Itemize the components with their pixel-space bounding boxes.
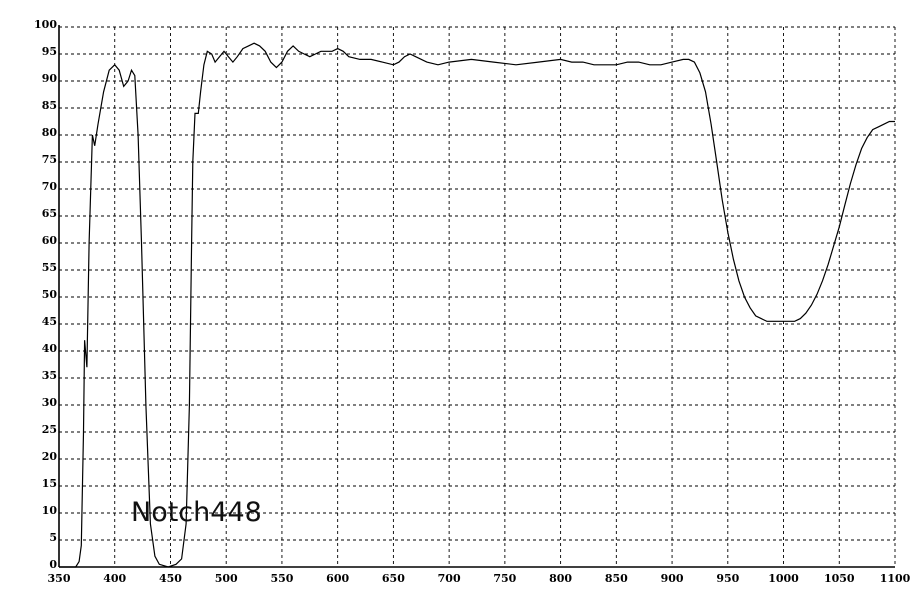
x-tick-label-1000: 1000 [768, 572, 799, 585]
y-tick-label-30: 30 [42, 396, 58, 409]
x-tick-label-650: 650 [382, 572, 405, 585]
y-tick-label-25: 25 [42, 423, 57, 436]
axes [58, 25, 895, 568]
x-tick-label-900: 900 [661, 572, 684, 585]
y-tick-label-65: 65 [42, 207, 57, 220]
notch-annotation: Notch448 [131, 497, 262, 528]
x-tick-label-600: 600 [326, 572, 349, 585]
y-tick-label-85: 85 [42, 99, 57, 112]
y-tick-label-20: 20 [42, 450, 58, 463]
series-layer [59, 42, 895, 568]
x-tick-label-750: 750 [493, 572, 516, 585]
y-tick-label-75: 75 [42, 153, 57, 166]
x-tick-label-1050: 1050 [824, 572, 855, 585]
y-tick-label-100: 100 [34, 18, 57, 31]
y-tick-label-10: 10 [42, 504, 58, 517]
y-tick-label-50: 50 [42, 288, 58, 301]
x-tick-label-800: 800 [549, 572, 572, 585]
y-tick-label-55: 55 [42, 261, 57, 274]
x-tick-label-500: 500 [215, 572, 238, 585]
y-tick-label-90: 90 [42, 72, 58, 85]
x-tick-label-450: 450 [159, 572, 182, 585]
y-tick-label-0: 0 [49, 558, 57, 571]
x-tick-label-950: 950 [716, 572, 739, 585]
y-tick-label-95: 95 [42, 45, 57, 58]
y-tick-labels: 0 5 10 15 20 25 30 35 40 45 50 55 60 65 70 75 80 85 90 95 10… [34, 18, 57, 571]
series-line-0 [59, 42, 895, 568]
y-tick-label-5: 5 [49, 531, 57, 544]
x-tick-label-700: 700 [438, 572, 461, 585]
y-tick-label-45: 45 [42, 315, 57, 328]
y-tick-label-15: 15 [42, 477, 57, 490]
x-tick-label-1100: 1100 [880, 572, 911, 585]
x-tick-label-400: 400 [103, 572, 126, 585]
x-tick-label-350: 350 [48, 572, 71, 585]
x-tick-label-850: 850 [605, 572, 628, 585]
y-tick-label-70: 70 [42, 180, 58, 193]
y-tick-label-80: 80 [42, 126, 58, 139]
y-tick-label-35: 35 [42, 369, 57, 382]
y-tick-label-60: 60 [42, 234, 58, 247]
y-tick-label-40: 40 [42, 342, 58, 355]
x-tick-label-550: 550 [270, 572, 293, 585]
grid [59, 26, 896, 567]
x-tick-labels: 350 400 450 500 550 600 650 700 750 800 850 900 950 1… [48, 572, 911, 585]
